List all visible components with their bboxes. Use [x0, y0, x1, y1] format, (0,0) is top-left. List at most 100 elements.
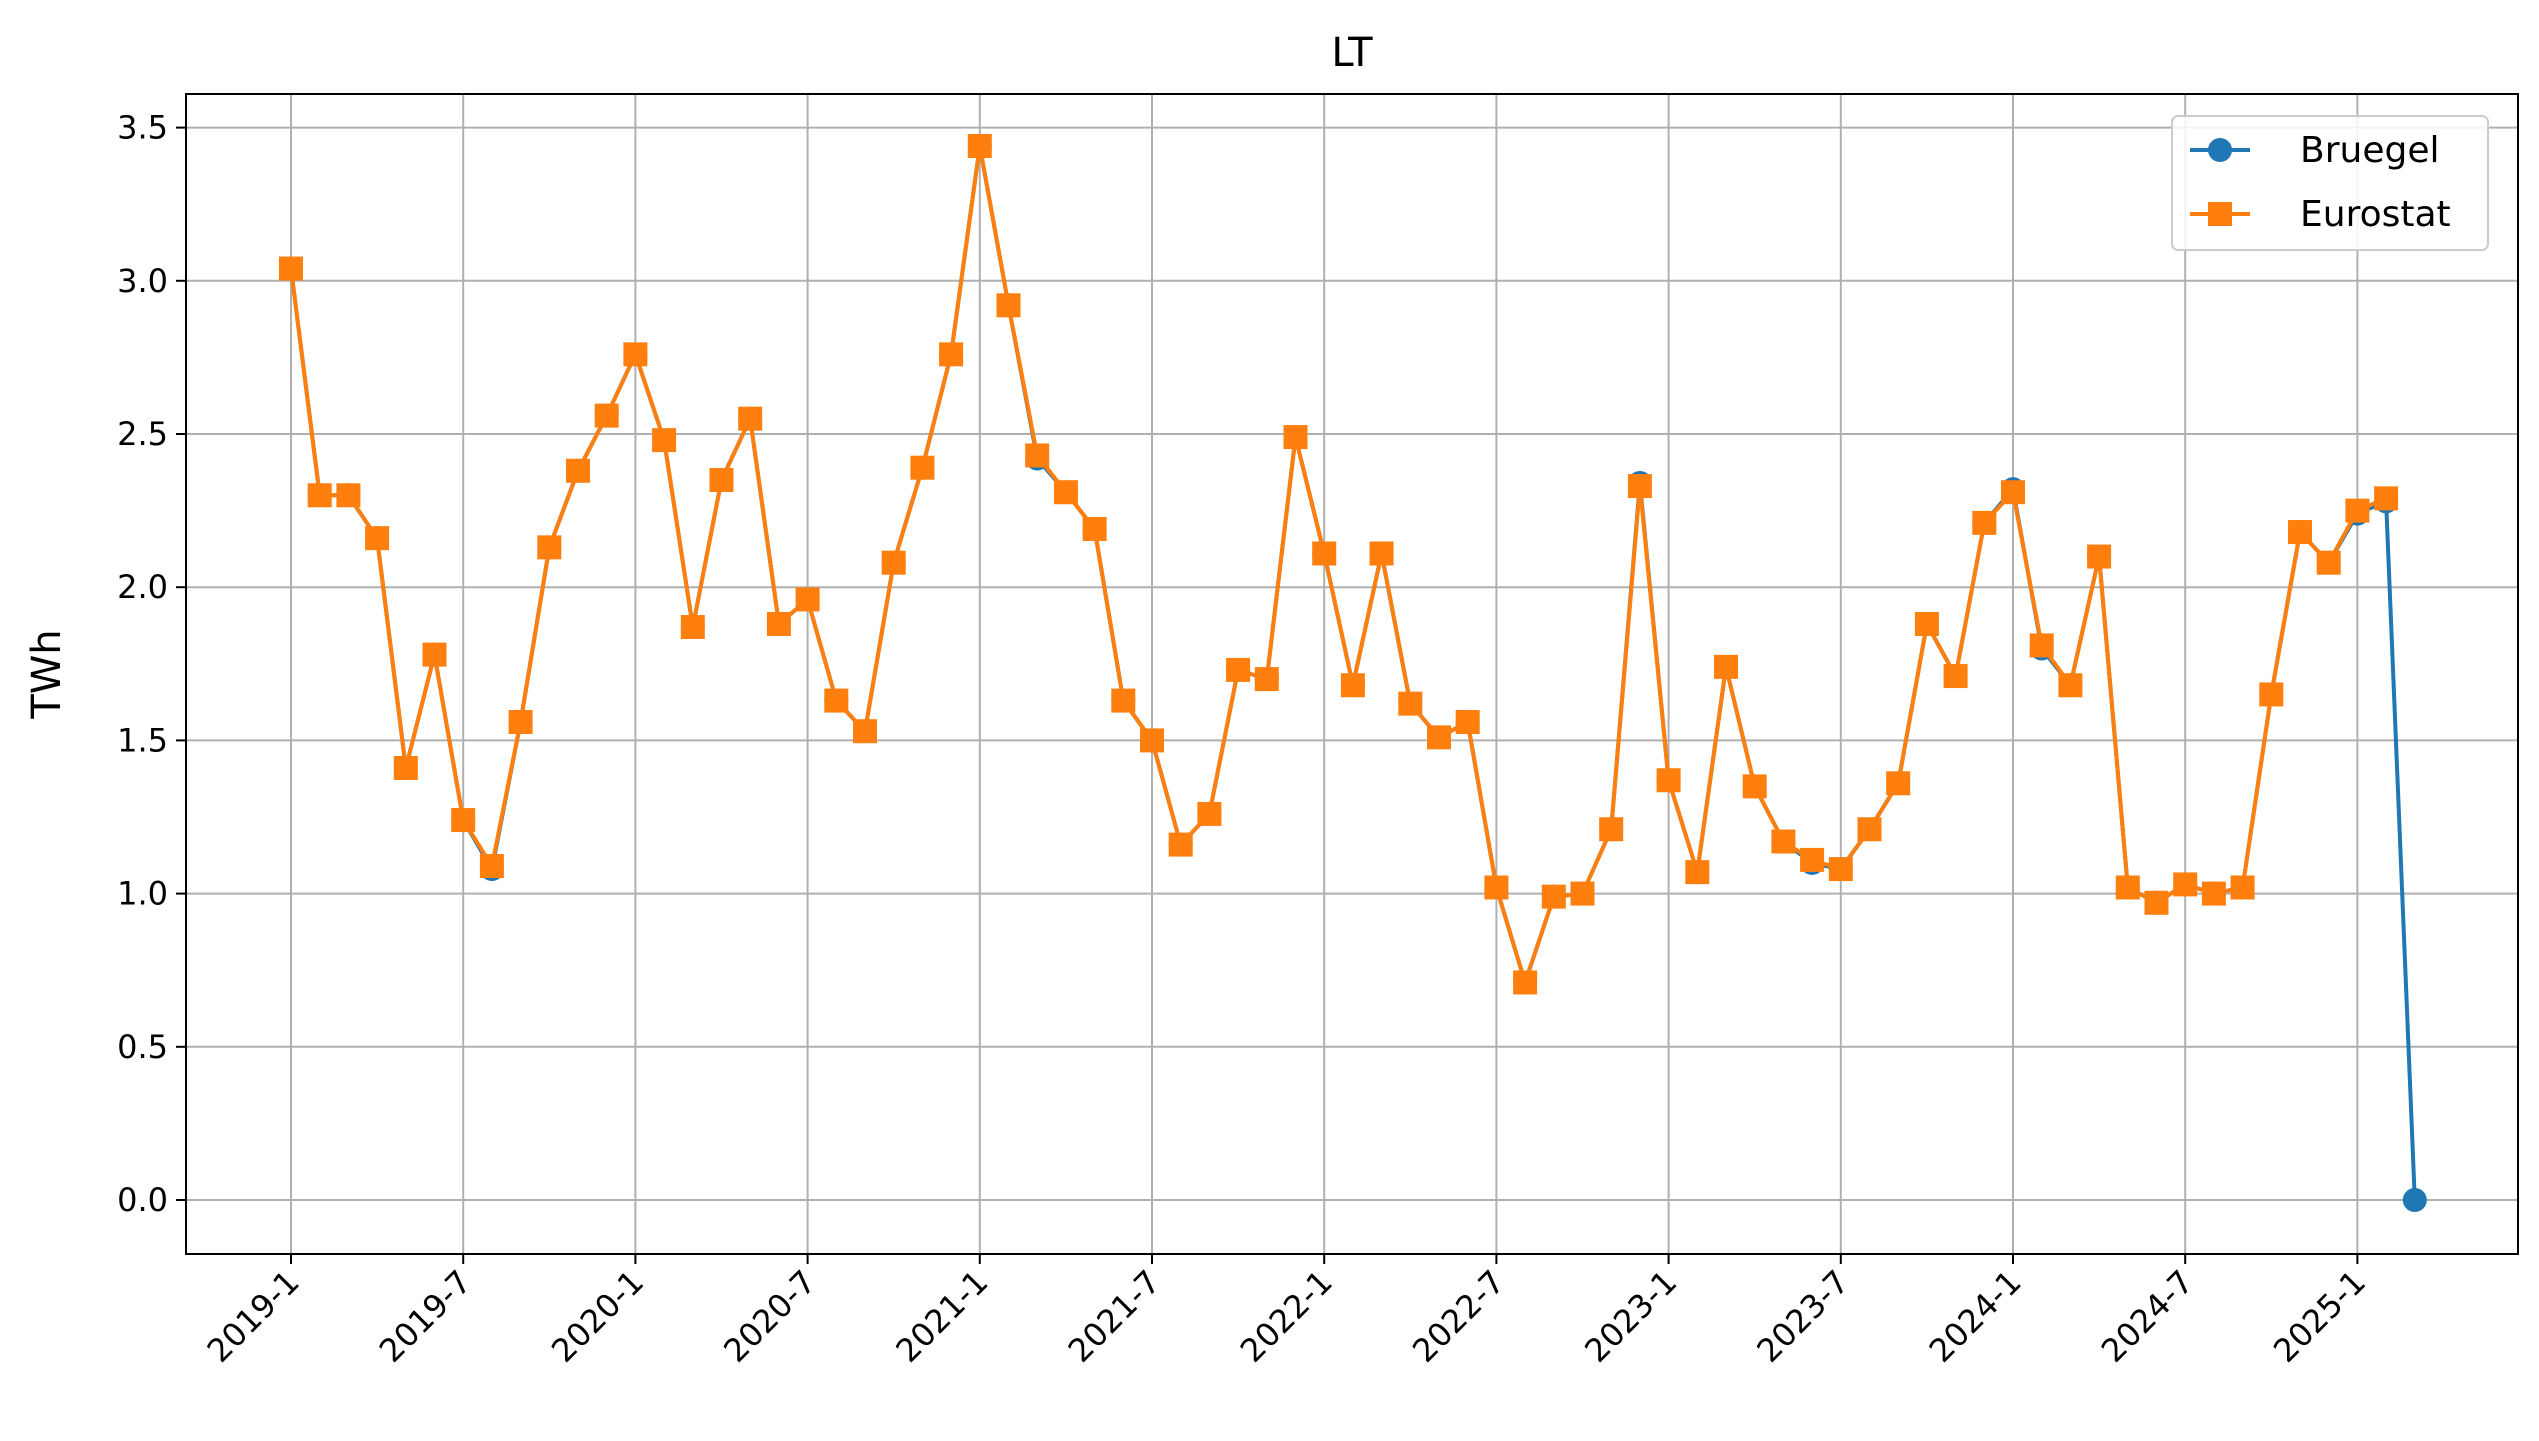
- data-point: [307, 483, 332, 508]
- y-tick-label: 1.0: [117, 875, 168, 913]
- legend-label: Eurostat: [2300, 194, 2451, 235]
- data-point: [1427, 725, 1451, 750]
- data-point: [1599, 817, 1624, 842]
- data-point: [996, 293, 1021, 318]
- data-point: [1484, 875, 1509, 900]
- data-point: [1312, 541, 1337, 566]
- grid-lines: [186, 94, 2518, 1254]
- data-point: [1570, 881, 1595, 906]
- y-tick-label: 3.0: [117, 262, 168, 300]
- data-point: [365, 526, 390, 551]
- data-point: [2316, 550, 2341, 575]
- data-point: [1140, 728, 1164, 753]
- y-tick-label: 3.5: [117, 109, 168, 147]
- data-point: [1800, 847, 1825, 872]
- plot-frame: [185, 93, 2519, 1255]
- data-point: [2144, 890, 2169, 915]
- data-point: [1656, 768, 1681, 793]
- data-point: [1340, 673, 1365, 698]
- data-point: [2402, 1188, 2427, 1212]
- data-point: [1455, 710, 1480, 735]
- data-point: [2087, 544, 2112, 569]
- legend: Bruegel Eurostat: [2171, 115, 2489, 251]
- y-tick-label: 2.5: [117, 415, 168, 453]
- data-point: [1771, 829, 1796, 854]
- data-point: [1857, 817, 1882, 842]
- data-point: [910, 455, 935, 480]
- legend-label: Bruegel: [2300, 130, 2439, 171]
- data-point: [279, 256, 303, 281]
- data-point: [1914, 611, 1939, 636]
- y-tick-label: 0.5: [117, 1028, 168, 1066]
- legend-item-eurostat: Eurostat: [2190, 194, 2451, 235]
- data-point: [2058, 673, 2083, 698]
- data-point: [680, 615, 705, 640]
- legend-frame: [2171, 115, 2489, 251]
- legend-marker: [2208, 138, 2232, 162]
- data-point: [393, 755, 418, 780]
- y-axis-label: TWh: [24, 629, 70, 719]
- data-point: [2201, 881, 2226, 906]
- data-point: [1283, 425, 1308, 450]
- data-point: [2029, 633, 2054, 658]
- data-point: [336, 483, 361, 508]
- data-point: [1541, 884, 1566, 909]
- data-point: [1513, 970, 1538, 995]
- y-tick-label: 0.0: [117, 1181, 168, 1219]
- data-point: [1226, 657, 1251, 682]
- data-point: [652, 428, 677, 453]
- data-point: [1254, 667, 1279, 692]
- data-point: [2230, 875, 2255, 900]
- data-point: [2288, 520, 2312, 545]
- data-point: [623, 342, 648, 367]
- data-point: [2115, 875, 2140, 900]
- data-point: [795, 587, 820, 612]
- data-point: [2374, 486, 2399, 511]
- data-point: [853, 719, 877, 744]
- data-point: [1828, 857, 1853, 882]
- series-line-eurostat: [289, 144, 2387, 985]
- legend-marker: [2208, 202, 2232, 226]
- data-point: [2259, 682, 2284, 707]
- data-point: [2173, 872, 2198, 897]
- data-point: [1742, 774, 1767, 799]
- data-point: [738, 406, 763, 431]
- data-point: [1082, 516, 1107, 541]
- y-tick-label: 1.5: [117, 721, 168, 759]
- data-point: [1369, 541, 1394, 566]
- data-point: [1972, 510, 1997, 535]
- data-point: [939, 342, 964, 367]
- data-point: [422, 642, 447, 667]
- data-point: [1111, 688, 1136, 713]
- data-point: [1168, 832, 1193, 857]
- data-point: [451, 808, 476, 833]
- data-point: [967, 133, 992, 158]
- series-eurostat: [279, 133, 2399, 995]
- data-point: [766, 611, 791, 636]
- chart-title: LT: [1331, 30, 1373, 76]
- series-layer: [279, 133, 2427, 1212]
- data-point: [1627, 474, 1652, 499]
- data-point: [1886, 771, 1911, 796]
- data-point: [508, 710, 533, 735]
- y-tick-label: 2.0: [117, 568, 168, 606]
- data-point: [566, 458, 590, 483]
- legend-item-bruegel: Bruegel: [2190, 130, 2439, 171]
- data-point: [709, 467, 734, 492]
- data-point: [479, 854, 504, 879]
- data-point: [824, 688, 849, 713]
- data-point: [1714, 654, 1738, 679]
- data-point: [2001, 480, 2025, 505]
- data-point: [2345, 498, 2370, 523]
- data-point: [1398, 691, 1423, 716]
- data-point: [1197, 801, 1222, 826]
- data-point: [1053, 480, 1078, 505]
- data-point: [1685, 860, 1710, 885]
- data-point: [1025, 443, 1050, 468]
- data-point: [881, 550, 906, 575]
- data-point: [1943, 664, 1968, 689]
- data-point: [594, 403, 619, 428]
- data-point: [537, 535, 562, 560]
